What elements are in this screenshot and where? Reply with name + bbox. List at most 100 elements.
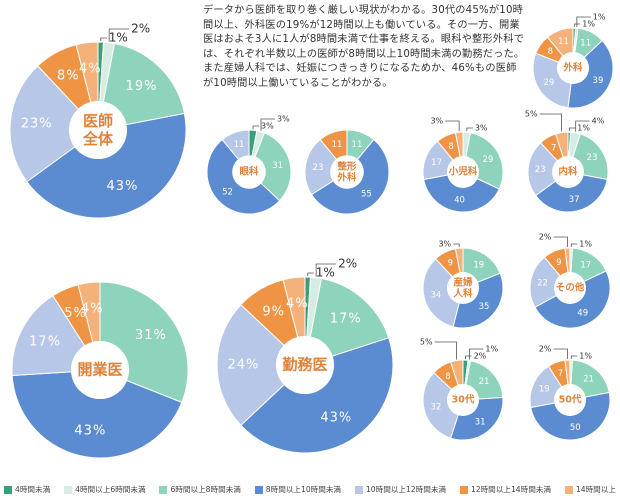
chart-title: 外科 <box>562 62 583 74</box>
donut-hole <box>68 100 128 160</box>
value-label: 32 <box>430 402 441 412</box>
value-label: 1% <box>579 352 592 361</box>
value-label: 8% <box>57 69 80 84</box>
value-label: 2% <box>539 345 552 354</box>
value-label: 23 <box>535 165 546 175</box>
value-label: 8 <box>445 372 450 382</box>
value-label: 21 <box>583 374 594 384</box>
value-label: 21 <box>479 377 490 387</box>
leader-line <box>575 120 590 132</box>
donut-segment <box>26 112 187 219</box>
value-label: 4% <box>286 296 309 311</box>
legend-item: 4時間以上6時間未満 <box>64 484 146 495</box>
donut-segment <box>304 138 348 196</box>
leader-line <box>465 355 472 360</box>
legend-swatch <box>4 485 12 494</box>
legend-item: 10時間以上12時間未満 <box>354 484 446 495</box>
donut-segment <box>97 42 186 131</box>
value-label: 35 <box>479 302 490 312</box>
leader-line <box>469 348 484 360</box>
donut-hole <box>330 155 364 189</box>
value-label: 31 <box>475 418 486 428</box>
leader-line <box>453 243 460 248</box>
legend-swatch <box>354 485 363 494</box>
donut-segment <box>530 391 611 441</box>
donut-hole <box>447 156 479 188</box>
donut-hole <box>275 335 335 395</box>
value-label: 40 <box>454 195 465 205</box>
leader-line <box>307 272 314 277</box>
value-label: 23% <box>21 117 53 132</box>
value-label: 2% <box>474 352 487 361</box>
description: データから医師を取り巻く厳しい現状がわかる。30代の45%が10時間以上、外科医… <box>203 5 525 89</box>
value-label: 17% <box>29 335 61 350</box>
donut-chart: 1%2% 17% 43% 24% 9%4% 勤務医 <box>216 257 394 454</box>
value-label: 19 <box>539 384 550 394</box>
legend-item: 14時間以上 <box>564 484 616 495</box>
value-label: 1% <box>582 20 595 29</box>
leader-line <box>570 355 578 360</box>
chart-title: 内科 <box>558 166 578 178</box>
value-label: 29 <box>483 155 494 165</box>
donut-chart: 3%3% 31 52 11 眼科 <box>206 115 292 215</box>
value-label: 3% <box>430 117 443 126</box>
value-label: 8 <box>548 47 553 57</box>
value-label: 3% <box>277 115 290 124</box>
value-label: 49 <box>577 308 588 318</box>
chart-title: 整形外科 <box>336 160 357 183</box>
donut-segment <box>9 65 99 183</box>
legend-label: 12時間以上14時間未満 <box>470 485 551 494</box>
donut-hole <box>447 272 479 304</box>
value-label: 1% <box>485 345 498 354</box>
donut-hole <box>552 156 584 188</box>
donut-hole <box>447 384 479 416</box>
value-label: 11 <box>352 140 363 150</box>
value-label: 31% <box>135 328 167 343</box>
legend-label: 6時間以上8時間未満 <box>170 485 241 494</box>
donut-segment <box>452 272 504 329</box>
legend-label: 4時間以上6時間未満 <box>75 485 146 494</box>
value-label: 1% <box>593 13 606 22</box>
donut-segment <box>423 171 500 213</box>
donut-segment <box>567 39 614 109</box>
value-label: 9 <box>448 259 453 269</box>
donut-chart: 1%4% 23 37 23 7 5% 内科 <box>525 110 609 213</box>
value-label: 3% <box>261 122 274 131</box>
legend-swatch <box>459 485 468 494</box>
chart-title: 産婦人科 <box>453 276 473 299</box>
leader-line <box>539 113 562 132</box>
donut-hole <box>557 52 589 84</box>
leader-line <box>100 37 107 42</box>
value-label: 2% <box>131 22 150 36</box>
donut-segment <box>422 371 464 439</box>
donut-segment <box>422 258 464 328</box>
donut-segment <box>248 132 292 202</box>
value-label: 34 <box>430 290 441 300</box>
value-label: 19% <box>126 79 158 94</box>
leader-line <box>434 341 457 360</box>
value-label: 8 <box>448 142 453 152</box>
value-label: 19 <box>473 260 484 270</box>
chart-title: 開業医 <box>77 361 122 379</box>
legend: 4時間未満 4時間以上6時間未満 6時間以上8時間未満 8時間以上10時間未満 10時間… <box>4 484 616 495</box>
value-label: 2% <box>539 233 552 242</box>
value-label: 24% <box>227 358 259 373</box>
leader-line <box>466 127 473 132</box>
donut-hole <box>70 340 130 400</box>
value-label: 2% <box>338 257 357 271</box>
value-label: 1% <box>109 31 128 45</box>
chart-title: 医師全体 <box>82 112 114 148</box>
value-label: 9 <box>556 258 561 268</box>
donut-hole <box>554 272 586 304</box>
value-label: 23 <box>587 153 598 163</box>
chart-title: 眼科 <box>239 166 259 178</box>
value-label: 23 <box>313 163 324 173</box>
value-label: 55 <box>361 190 372 200</box>
leader-line <box>576 16 591 28</box>
leader-line <box>445 120 460 132</box>
donut-segment <box>216 304 306 426</box>
value-label: 5% <box>525 110 538 119</box>
value-label: 17% <box>330 311 362 326</box>
value-label: 5% <box>420 338 433 347</box>
